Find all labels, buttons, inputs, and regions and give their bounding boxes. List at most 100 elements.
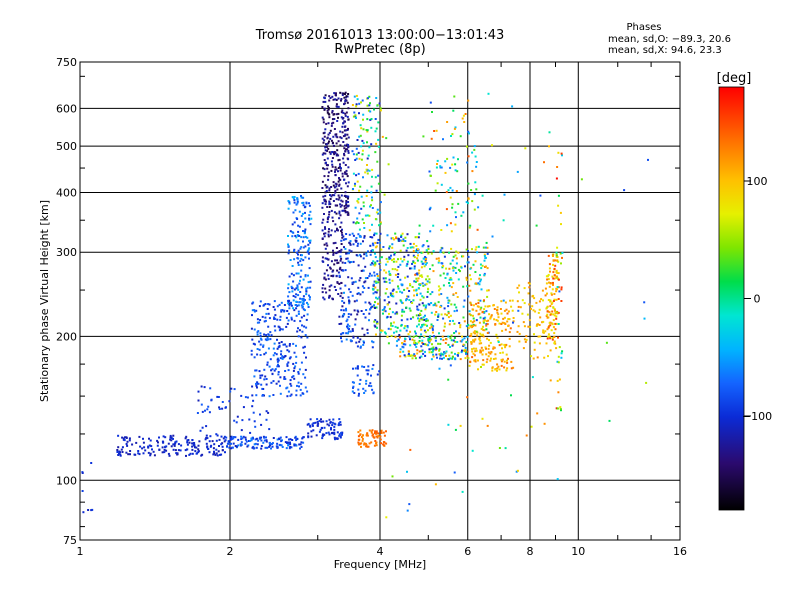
- data-point: [266, 336, 269, 339]
- data-point: [117, 446, 120, 449]
- data-point: [373, 234, 376, 237]
- data-point: [385, 430, 387, 433]
- data-point: [548, 131, 551, 134]
- data-point: [434, 339, 437, 342]
- data-point: [249, 439, 252, 442]
- data-point: [489, 317, 492, 320]
- data-point: [360, 310, 363, 312]
- data-point: [125, 436, 128, 439]
- data-point: [551, 310, 554, 313]
- data-point: [340, 340, 343, 343]
- data-point: [326, 136, 329, 139]
- colorbar-label: [deg]: [717, 71, 752, 86]
- data-point: [303, 309, 306, 312]
- data-point: [491, 144, 493, 147]
- data-point: [352, 386, 354, 389]
- data-point: [445, 350, 448, 353]
- data-point: [475, 165, 478, 168]
- data-point: [537, 335, 540, 338]
- data-point: [428, 208, 431, 211]
- data-point: [203, 386, 206, 389]
- data-point: [338, 275, 341, 278]
- data-point: [322, 121, 325, 124]
- data-point: [556, 166, 559, 168]
- data-point: [388, 247, 391, 250]
- data-point: [334, 170, 336, 173]
- data-point: [333, 431, 336, 434]
- data-point: [344, 238, 347, 241]
- data-point: [384, 292, 387, 295]
- data-point: [455, 262, 458, 265]
- data-point: [298, 234, 301, 237]
- data-point: [506, 367, 509, 370]
- data-point: [421, 282, 424, 285]
- data-point: [371, 242, 374, 245]
- x-tick-label: 8: [527, 545, 534, 558]
- data-point: [258, 348, 261, 351]
- data-point: [357, 242, 359, 245]
- data-point: [249, 431, 252, 434]
- data-point: [294, 436, 297, 439]
- data-point: [449, 196, 452, 199]
- data-point: [278, 443, 281, 446]
- data-point: [532, 309, 535, 312]
- data-point: [344, 133, 347, 136]
- data-point: [287, 300, 290, 303]
- data-point: [553, 332, 556, 335]
- data-point: [276, 365, 279, 368]
- data-point: [552, 255, 554, 257]
- data-point: [234, 445, 237, 447]
- data-point: [295, 251, 298, 254]
- data-point: [374, 246, 377, 249]
- data-point: [366, 141, 368, 144]
- data-point: [380, 431, 383, 434]
- data-point: [347, 313, 350, 315]
- data-point: [396, 340, 399, 343]
- data-point: [471, 151, 474, 154]
- data-point: [539, 316, 542, 319]
- data-point: [467, 130, 470, 133]
- data-point: [444, 277, 447, 279]
- data-point: [398, 334, 401, 336]
- data-point: [482, 329, 485, 331]
- data-point: [204, 409, 206, 412]
- data-point: [483, 311, 486, 313]
- data-point: [289, 443, 292, 445]
- data-point: [335, 274, 338, 277]
- data-point: [418, 320, 421, 323]
- data-point: [359, 429, 362, 432]
- data-point: [487, 319, 490, 322]
- data-point: [301, 305, 304, 308]
- data-point: [542, 331, 545, 334]
- data-point: [295, 389, 298, 392]
- data-point: [485, 323, 488, 326]
- data-point: [510, 367, 513, 370]
- data-point: [474, 155, 477, 158]
- data-point: [384, 310, 387, 313]
- data-point: [303, 351, 306, 354]
- data-point: [414, 273, 417, 276]
- data-point: [333, 428, 336, 431]
- data-point: [623, 189, 626, 192]
- data-point: [387, 295, 390, 298]
- data-point: [453, 127, 456, 130]
- data-point: [356, 374, 359, 377]
- colorbar: [718, 86, 745, 511]
- data-point: [470, 189, 473, 191]
- data-point: [253, 356, 256, 359]
- data-point: [352, 221, 355, 224]
- data-point: [436, 182, 439, 185]
- data-point: [470, 342, 473, 345]
- data-point: [351, 328, 354, 331]
- data-point: [354, 323, 357, 326]
- y-tick-label: 200: [56, 330, 77, 343]
- data-point: [120, 448, 123, 451]
- data-point: [354, 318, 357, 321]
- data-point: [258, 305, 261, 308]
- data-point: [341, 200, 344, 203]
- data-point: [331, 110, 334, 112]
- data-point: [342, 161, 345, 164]
- data-point: [537, 311, 540, 314]
